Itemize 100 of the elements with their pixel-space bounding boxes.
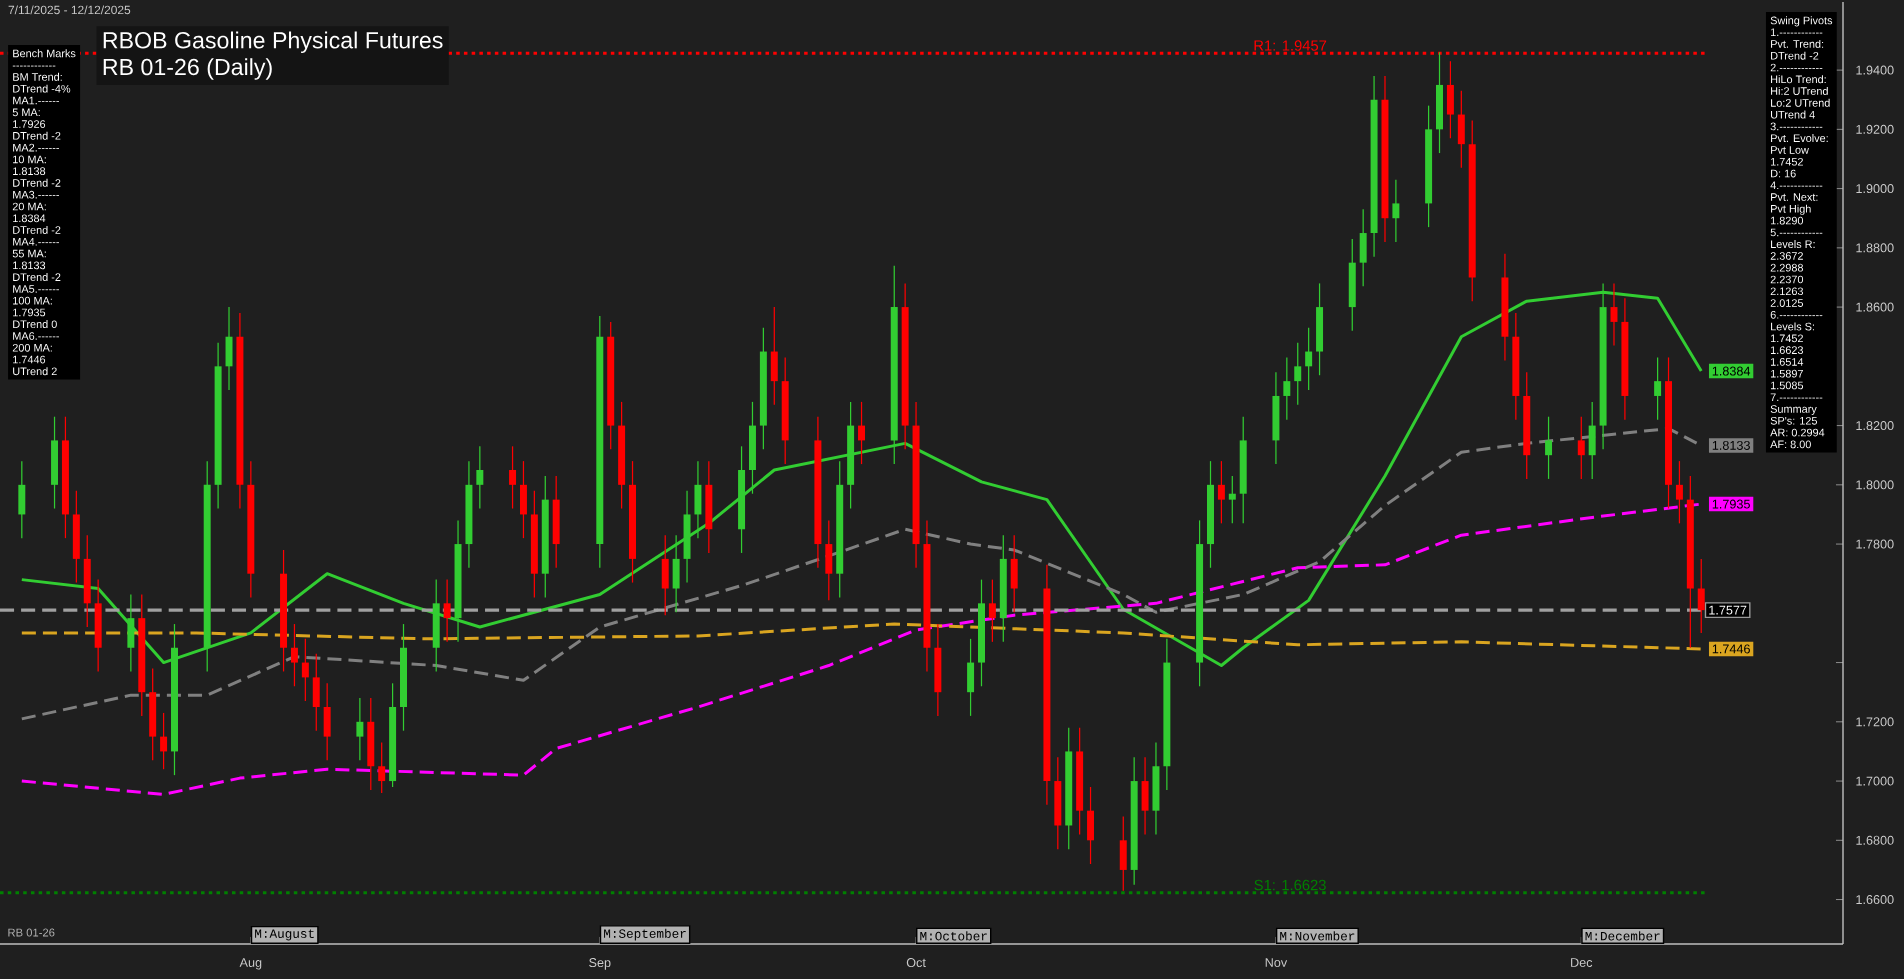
x-tick-label: Sep [589, 958, 611, 970]
annotation: Lo:2 UTrend [1771, 98, 1830, 107]
data-label: 1.7446 [1712, 644, 1750, 654]
annotation: 100 MA: [13, 296, 52, 305]
candlestick [988, 579, 996, 643]
candlestick [1675, 460, 1683, 524]
annotation: MA6.------ [13, 332, 59, 340]
y-tick-label: 1.9000 [1856, 184, 1894, 194]
annotation: HiLo Trend: [1771, 75, 1826, 84]
annotation: DTrend -2 [1771, 51, 1819, 60]
candlestick [1294, 342, 1302, 406]
annotation: 7.------------ [1770, 393, 1823, 401]
annotation: DTrend -2 [13, 225, 61, 234]
line-series [20, 622, 1703, 651]
candlestick [1654, 356, 1662, 421]
annotation: 10 MA: [13, 155, 46, 164]
x-tick-label: Oct [906, 958, 926, 968]
annotation: 1.7452 [1771, 157, 1803, 166]
annotation: 20 MA: [12, 202, 46, 211]
annotation: 6.------------ [1770, 310, 1823, 319]
y-tick-label: 1.7800 [1856, 539, 1894, 549]
text: RB 01-26 (Daily) [103, 58, 272, 80]
candlestick [160, 712, 168, 770]
annotation: 2.3672 [1770, 252, 1803, 260]
x-tick-label: Nov [1265, 958, 1288, 967]
x-tick-label: Dec [1571, 958, 1593, 967]
annotation: MA1.------ [13, 96, 59, 105]
annotation: 200 MA: [12, 343, 52, 352]
annotation: DTrend -2 [13, 273, 61, 281]
annotation: 1.5897 [1771, 369, 1803, 378]
y-tick-label: 1.8600 [1856, 302, 1894, 312]
ref-line-label: S1: 1.6623 [1254, 879, 1326, 891]
annotation: 1.8290 [1771, 216, 1804, 225]
annotation: 1.5085 [1771, 381, 1804, 390]
annotation: Pvt Low [1771, 146, 1809, 154]
annotation: M:December [1585, 931, 1660, 941]
data-label: 1.8384 [1712, 366, 1751, 376]
annotation: 1.8133 [13, 261, 46, 270]
annotation: UTrend 2 [13, 367, 57, 376]
annotation: Hi:2 UTrend [1771, 86, 1828, 95]
annotation: MA5.------ [13, 285, 59, 293]
annotation: 1.6514 [1771, 358, 1804, 366]
y-tick-label: 1.7000 [1856, 776, 1894, 786]
annotation: D: 16 [1771, 169, 1796, 178]
candlestick [1577, 416, 1585, 480]
y-tick-label: 1.9400 [1856, 65, 1894, 75]
annotation: Swing Pivots [1770, 16, 1833, 27]
annotation: MA4.------ [13, 238, 59, 246]
y-tick-label: 1.9200 [1856, 124, 1894, 134]
annotation: RB 01-26 [8, 928, 55, 937]
annotation: Pvt. Next: [1771, 193, 1818, 201]
annotation: 1.6623 [1771, 346, 1803, 354]
annotation: 2.2988 [1770, 263, 1804, 272]
annotation: BM Trend: [13, 72, 62, 81]
annotation: SP's: 125 [1770, 416, 1818, 425]
annotation: M:September [604, 928, 686, 941]
annotation: 2.------------ [1770, 63, 1823, 72]
annotation: 1.8384 [13, 214, 46, 223]
candlestick [301, 638, 309, 702]
annotation: DTrend -4% [13, 84, 71, 93]
x-tick-label: Aug [239, 958, 262, 970]
annotation: 7/11/2025 - 12/12/2025 [8, 5, 131, 15]
annotation: 1.7926 [13, 120, 46, 128]
candlestick [1217, 460, 1225, 524]
annotation: M:November [1280, 931, 1355, 941]
annotation: AF: 8.00 [1770, 440, 1811, 449]
candlestick [356, 697, 364, 761]
ref-line-label: R1: 1.9457 [1254, 40, 1327, 51]
candlestick [1697, 558, 1705, 634]
candlestick [858, 401, 866, 465]
annotation: 1.7935 [13, 308, 46, 317]
annotation: UTrend 4 [1771, 110, 1815, 119]
annotation: ------------ [12, 65, 56, 67]
candlestick [1305, 327, 1313, 391]
annotation: MA2.------ [13, 143, 59, 152]
annotation: M:October [920, 931, 987, 941]
y-tick-label: 1.7200 [1856, 717, 1894, 727]
annotation: Pvt. Evolve: [1771, 134, 1828, 143]
candlestick [378, 741, 386, 794]
candlestick [1545, 416, 1553, 480]
annotation: 5 MA: [12, 108, 40, 117]
annotation: M:August [255, 929, 314, 941]
annotation: Bench Marks [13, 49, 76, 58]
text: RBOB Gasoline Physical Futures [103, 31, 443, 54]
annotation: 2.2370 [1770, 275, 1804, 284]
candlestick [1228, 475, 1236, 524]
annotation: 1.------------ [1771, 28, 1823, 36]
annotation: DTrend -2 [13, 131, 61, 140]
annotation: Levels R: [1771, 240, 1815, 249]
annotation: Summary [1770, 405, 1817, 416]
annotation: 2.0125 [1770, 299, 1804, 307]
candlestick [509, 445, 517, 510]
annotation: Levels S: [1771, 322, 1814, 331]
annotation: Pvt. Trend: [1771, 39, 1824, 48]
annotation: DTrend -2 [13, 178, 61, 187]
annotation: 2.1263 [1770, 287, 1803, 296]
candlestick [443, 579, 451, 643]
y-tick-label: 1.6800 [1856, 835, 1894, 845]
candlestick [290, 623, 298, 687]
annotation: 1.7446 [13, 355, 46, 364]
